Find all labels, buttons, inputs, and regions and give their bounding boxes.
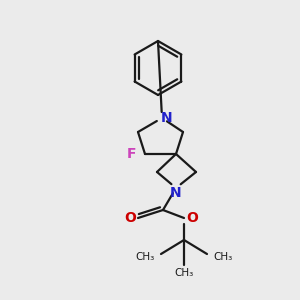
Text: O: O [186,211,198,225]
Text: O: O [124,211,136,225]
Text: N: N [170,186,182,200]
Text: CH₃: CH₃ [213,252,232,262]
Text: F: F [126,147,136,161]
Text: CH₃: CH₃ [136,252,155,262]
Text: CH₃: CH₃ [174,268,194,278]
Text: N: N [161,111,173,125]
